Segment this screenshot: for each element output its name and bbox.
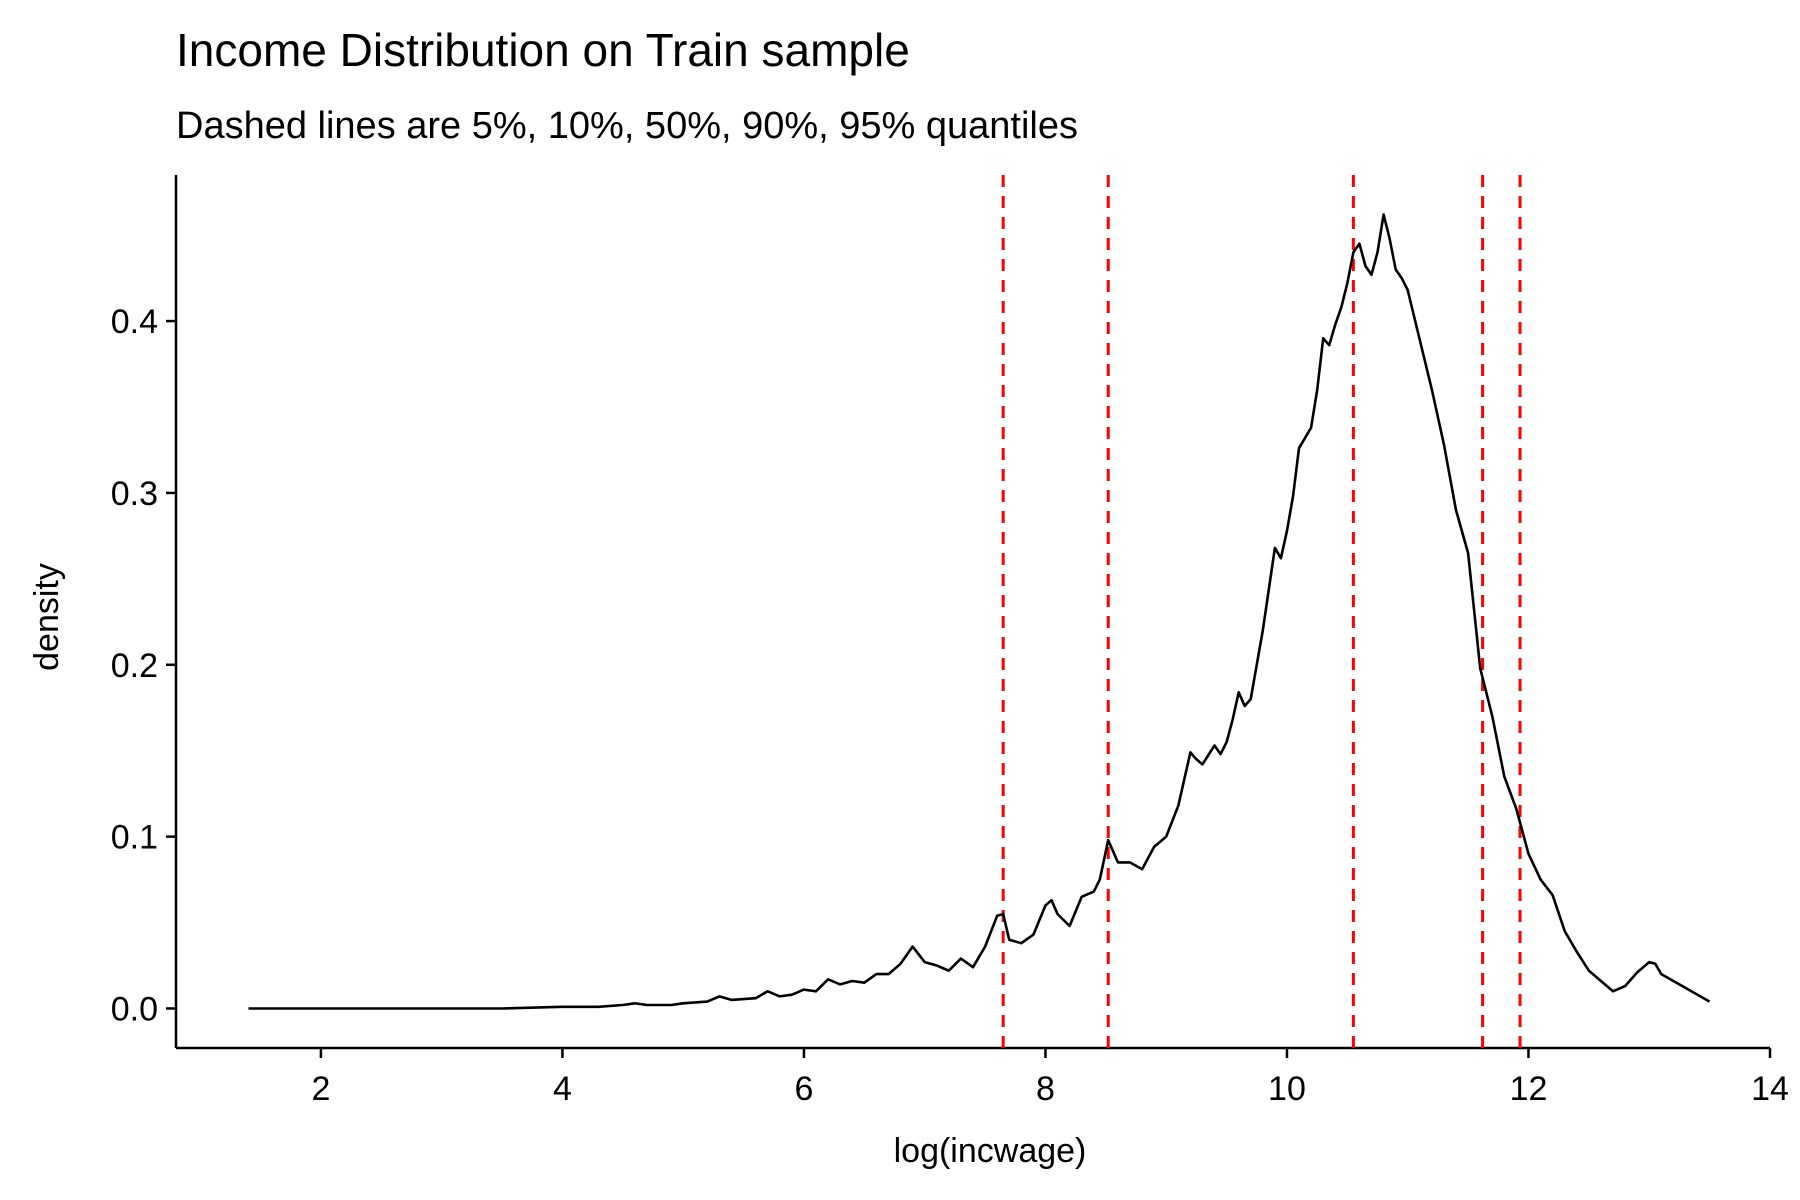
x-tick-label: 8 xyxy=(1036,1070,1055,1108)
x-tick-label: 12 xyxy=(1510,1070,1548,1108)
x-axis-title: log(incwage) xyxy=(894,1132,1087,1170)
chart-title: Income Distribution on Train sample xyxy=(176,24,910,76)
x-tick-label: 6 xyxy=(794,1070,813,1108)
chart-subtitle: Dashed lines are 5%, 10%, 50%, 90%, 95% … xyxy=(176,105,1078,147)
x-tick-label: 14 xyxy=(1751,1070,1789,1108)
y-tick-label: 0.4 xyxy=(111,303,158,341)
y-axis-title: density xyxy=(28,563,66,671)
x-tick-label: 4 xyxy=(553,1070,572,1108)
y-tick-label: 0.1 xyxy=(111,819,158,857)
y-tick-label: 0.2 xyxy=(111,647,158,685)
x-tick-label: 2 xyxy=(311,1070,330,1108)
y-tick-label: 0.0 xyxy=(111,990,158,1028)
plot-area: 2 4 6 8 10 12 14 0.0 0.1 0.2 0.3 0.4 xyxy=(111,175,1789,1108)
y-tick-label: 0.3 xyxy=(111,475,158,513)
density-line xyxy=(248,213,1711,1010)
x-tick-label: 10 xyxy=(1268,1070,1306,1108)
